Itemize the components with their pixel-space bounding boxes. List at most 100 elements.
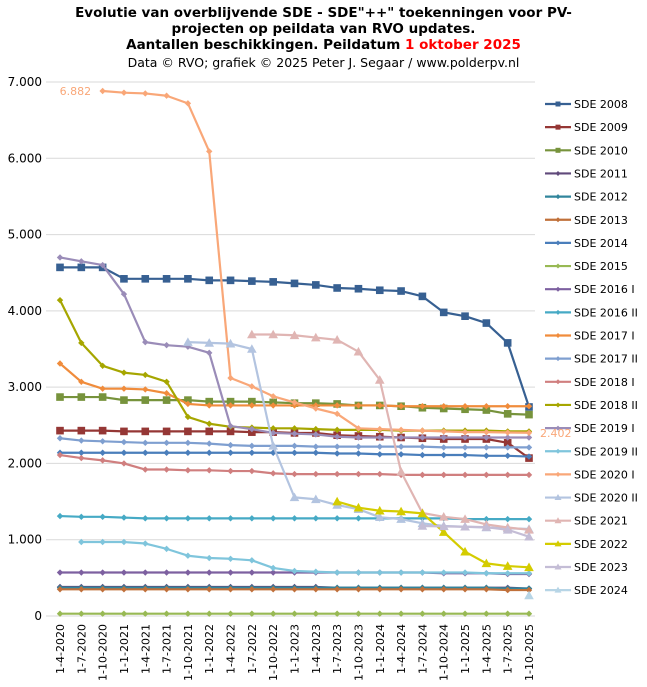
data-point-sde-2017-ii (376, 443, 383, 450)
legend-label-sde-2016-i: SDE 2016 I (574, 283, 635, 296)
x-tick-label: 1-1-2023 (289, 624, 302, 674)
data-point-sde-2015 (355, 610, 362, 617)
data-point-sde-2018-i (461, 471, 469, 479)
data-point-sde-2017-i (206, 402, 213, 409)
data-point-sde-2018-i (227, 467, 234, 475)
data-point-sde-2008 (333, 284, 341, 292)
data-point-sde-2020-i (248, 383, 256, 390)
data-point-sde-2020-i (184, 100, 192, 107)
data-point-sde-2021 (332, 335, 342, 344)
data-point-sde-2019-ii (461, 569, 469, 576)
data-point-sde-2017-i (355, 402, 362, 409)
x-tick-label: 1-1-2024 (374, 624, 387, 674)
data-point-sde-2019-i (163, 341, 170, 349)
data-point-sde-2022 (332, 496, 342, 506)
x-tick-label: 1-10-2024 (438, 624, 451, 681)
series-line-sde-2023 (422, 524, 530, 538)
legend-label-sde-2008: SDE 2008 (574, 98, 628, 111)
data-point-sde-2016-ii (333, 515, 341, 522)
data-point-sde-2016-ii (99, 513, 106, 521)
data-point-sde-2017-ii (99, 438, 106, 445)
data-point-sde-2017-i (504, 403, 511, 410)
data-point-sde-2017-i (78, 378, 85, 386)
data-point-sde-2018-ii (56, 296, 64, 304)
data-point-sde-2008 (162, 275, 171, 283)
data-point-sde-2016-ii (120, 514, 128, 521)
legend-label-sde-2016-ii: SDE 2016 II (574, 306, 638, 319)
legend-marker-sde-2023 (554, 563, 562, 570)
data-point-sde-2019-i (248, 425, 256, 433)
data-point-sde-2008 (184, 275, 192, 283)
data-point-sde-2013 (142, 586, 149, 593)
legend-label-sde-2023: SDE 2023 (574, 561, 628, 574)
data-point-sde-2019-i (312, 431, 320, 438)
y-tick-label: 6.000 (8, 151, 42, 165)
data-point-sde-2014 (78, 449, 85, 456)
legend-label-sde-2010: SDE 2010 (574, 144, 628, 157)
data-point-sde-2018-ii (163, 378, 170, 386)
data-point-sde-2023 (524, 531, 534, 541)
data-point-sde-2017-i (99, 385, 106, 392)
data-point-sde-2020-ii (289, 492, 300, 502)
x-tick-label: 1-4-2025 (480, 624, 493, 674)
data-point-sde-2019-ii (291, 567, 298, 575)
data-point-sde-2018-ii (142, 371, 149, 379)
legend-label-sde-2012: SDE 2012 (574, 191, 628, 204)
data-point-sde-2008 (354, 284, 363, 293)
data-point-sde-2018-ii (99, 362, 106, 369)
data-point-sde-2016-i (227, 569, 234, 576)
legend-marker-sde-2020-i (555, 471, 561, 477)
data-point-sde-2020-i (504, 429, 511, 436)
legend-label-sde-2024: SDE 2024 (574, 584, 628, 597)
data-point-sde-2021 (268, 329, 278, 339)
data-point-sde-2019-i (355, 434, 362, 441)
data-point-sde-2021 (438, 512, 449, 521)
y-tick-label: 2.000 (8, 456, 42, 470)
data-point-sde-2019-i (291, 430, 298, 437)
data-point-sde-2010 (226, 397, 235, 406)
data-point-sde-2008 (439, 308, 448, 317)
data-point-sde-2008 (312, 281, 320, 289)
data-point-sde-2020-i (163, 92, 170, 99)
data-point-sde-2022 (502, 561, 513, 570)
data-point-sde-2015 (440, 610, 447, 617)
data-point-sde-2014 (440, 451, 447, 459)
x-tick-label: 1-10-2022 (267, 624, 280, 681)
x-tick-label: 1-7-2023 (331, 624, 344, 674)
data-point-sde-2019-ii (397, 569, 405, 576)
data-point-sde-2013 (461, 586, 469, 593)
data-point-sde-2014 (397, 451, 405, 458)
data-point-sde-2015 (142, 610, 149, 617)
data-point-sde-2017-i (227, 402, 234, 409)
y-tick-label: 1.000 (8, 533, 42, 547)
data-point-sde-2016-ii (483, 515, 490, 523)
data-point-sde-2019-i (376, 434, 383, 441)
legend-marker-sde-2008 (555, 101, 561, 107)
data-point-sde-2016-ii (78, 513, 85, 521)
data-point-sde-2018-ii (269, 425, 277, 432)
data-point-sde-2010 (162, 396, 171, 404)
data-point-sde-2019-ii (120, 538, 128, 546)
legend-marker-sde-2013 (555, 217, 561, 223)
data-point-sde-2017-ii (163, 439, 170, 447)
data-point-sde-2022 (460, 546, 470, 556)
data-point-sde-2017-ii (142, 439, 149, 447)
data-point-sde-2014 (312, 449, 320, 456)
data-point-sde-2017-ii (78, 437, 85, 444)
chart-title-line1: Evolutie van overblijvende SDE - SDE"++"… (75, 5, 572, 21)
data-point-sde-2015 (333, 610, 341, 617)
data-point-sde-2022 (481, 558, 492, 568)
data-point-sde-2019-i (419, 434, 426, 441)
series-line-sde-2021 (251, 333, 530, 531)
data-point-sde-2015 (248, 610, 256, 617)
legend-label-sde-2017-ii: SDE 2017 II (574, 353, 638, 366)
data-point-sde-2013 (78, 586, 85, 593)
data-point-sde-2019-ii (99, 538, 106, 546)
data-point-sde-2019-i (440, 434, 447, 441)
data-point-sde-2009 (98, 426, 107, 435)
data-point-sde-2021 (247, 329, 257, 339)
data-point-sde-2009 (141, 427, 150, 436)
data-point-sde-2020-i (291, 399, 298, 406)
data-point-sde-2009 (226, 427, 235, 436)
data-point-sde-2013 (440, 586, 447, 593)
